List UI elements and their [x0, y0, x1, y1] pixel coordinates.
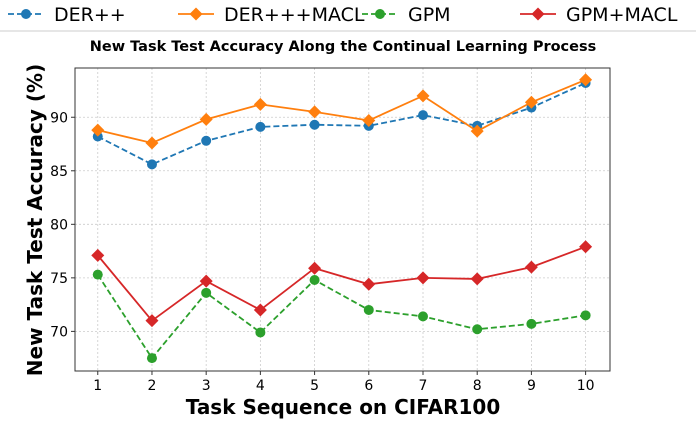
y-tick-label: 75	[50, 271, 68, 287]
legend-item: GPM	[362, 4, 451, 26]
legend-label: DER+++MACL	[224, 4, 365, 26]
data-point	[199, 274, 213, 288]
data-point	[255, 327, 266, 338]
data-point	[91, 248, 105, 262]
data-point	[416, 271, 430, 285]
series-line	[97, 245, 586, 322]
data-point	[308, 261, 322, 275]
plot-frame	[74, 67, 611, 372]
series-line	[97, 82, 586, 166]
data-point	[199, 112, 213, 126]
data-point	[145, 314, 159, 328]
series-line	[97, 274, 586, 360]
y-tick-label: 70	[50, 324, 68, 340]
chart-title: New Task Test Accuracy Along the Continu…	[90, 39, 597, 55]
legend-label: GPM	[408, 4, 451, 26]
x-tick-label: 2	[148, 378, 157, 394]
data-point	[580, 310, 591, 321]
data-point	[363, 304, 374, 315]
data-point	[309, 274, 320, 285]
series-group	[91, 73, 593, 364]
data-point	[579, 240, 593, 254]
data-point	[362, 113, 376, 127]
x-tick-label: 7	[419, 378, 428, 394]
data-point	[526, 318, 537, 329]
data-point	[91, 123, 105, 137]
x-tick-label: 8	[473, 378, 482, 394]
y-axis-label: New Task Test Accuracy (%)	[23, 64, 47, 376]
legend-marker	[375, 9, 385, 19]
data-point	[579, 73, 593, 87]
legend-box	[0, 0, 696, 32]
data-point	[253, 97, 267, 111]
data-point	[253, 303, 267, 317]
y-tick-label: 85	[50, 164, 68, 180]
data-point	[255, 121, 266, 132]
legend-marker	[189, 7, 203, 21]
x-tick-label: 10	[577, 378, 595, 394]
legend-item: DER+++MACL	[178, 4, 365, 26]
x-tick-label: 1	[93, 378, 102, 394]
data-point	[470, 124, 484, 138]
legend-label: GPM+MACL	[566, 4, 678, 26]
data-point	[201, 287, 212, 298]
series-derplusplusplusmacl	[91, 73, 593, 150]
legend-label: DER++	[54, 4, 126, 26]
x-tick-label: 3	[202, 378, 211, 394]
ticks: 1 2 3 4 5 6 7 8 9 10 70 75 80 85 90	[50, 110, 594, 394]
x-tick-label: 9	[527, 378, 536, 394]
data-point	[470, 272, 484, 286]
data-point	[416, 89, 430, 103]
legend-marker	[531, 7, 545, 21]
series-line	[97, 78, 586, 144]
data-point	[146, 353, 157, 364]
y-tick-label: 90	[50, 110, 68, 126]
data-point	[362, 277, 376, 291]
data-point	[201, 135, 212, 146]
x-tick-label: 6	[364, 378, 373, 394]
data-point	[524, 95, 538, 109]
series-derplusplus	[92, 77, 591, 170]
legend: DER++ DER+++MACL GPM GPM+MACL	[0, 0, 696, 32]
y-tick-label: 80	[50, 217, 68, 233]
x-axis-label: Task Sequence on CIFAR100	[186, 395, 501, 419]
legend-item: DER++	[8, 4, 126, 26]
x-tick-label: 4	[256, 378, 265, 394]
data-point	[309, 119, 320, 130]
data-point	[308, 105, 322, 119]
data-point	[92, 269, 103, 280]
legend-item: GPM+MACL	[520, 4, 678, 26]
legend-marker	[21, 9, 31, 19]
series-gpm	[92, 269, 591, 364]
data-point	[524, 260, 538, 274]
data-point	[417, 311, 428, 322]
data-point	[145, 136, 159, 150]
data-point	[417, 110, 428, 121]
data-point	[472, 324, 483, 335]
data-point	[146, 159, 157, 170]
series-gpmplusmacl	[91, 240, 593, 328]
x-tick-label: 5	[310, 378, 319, 394]
